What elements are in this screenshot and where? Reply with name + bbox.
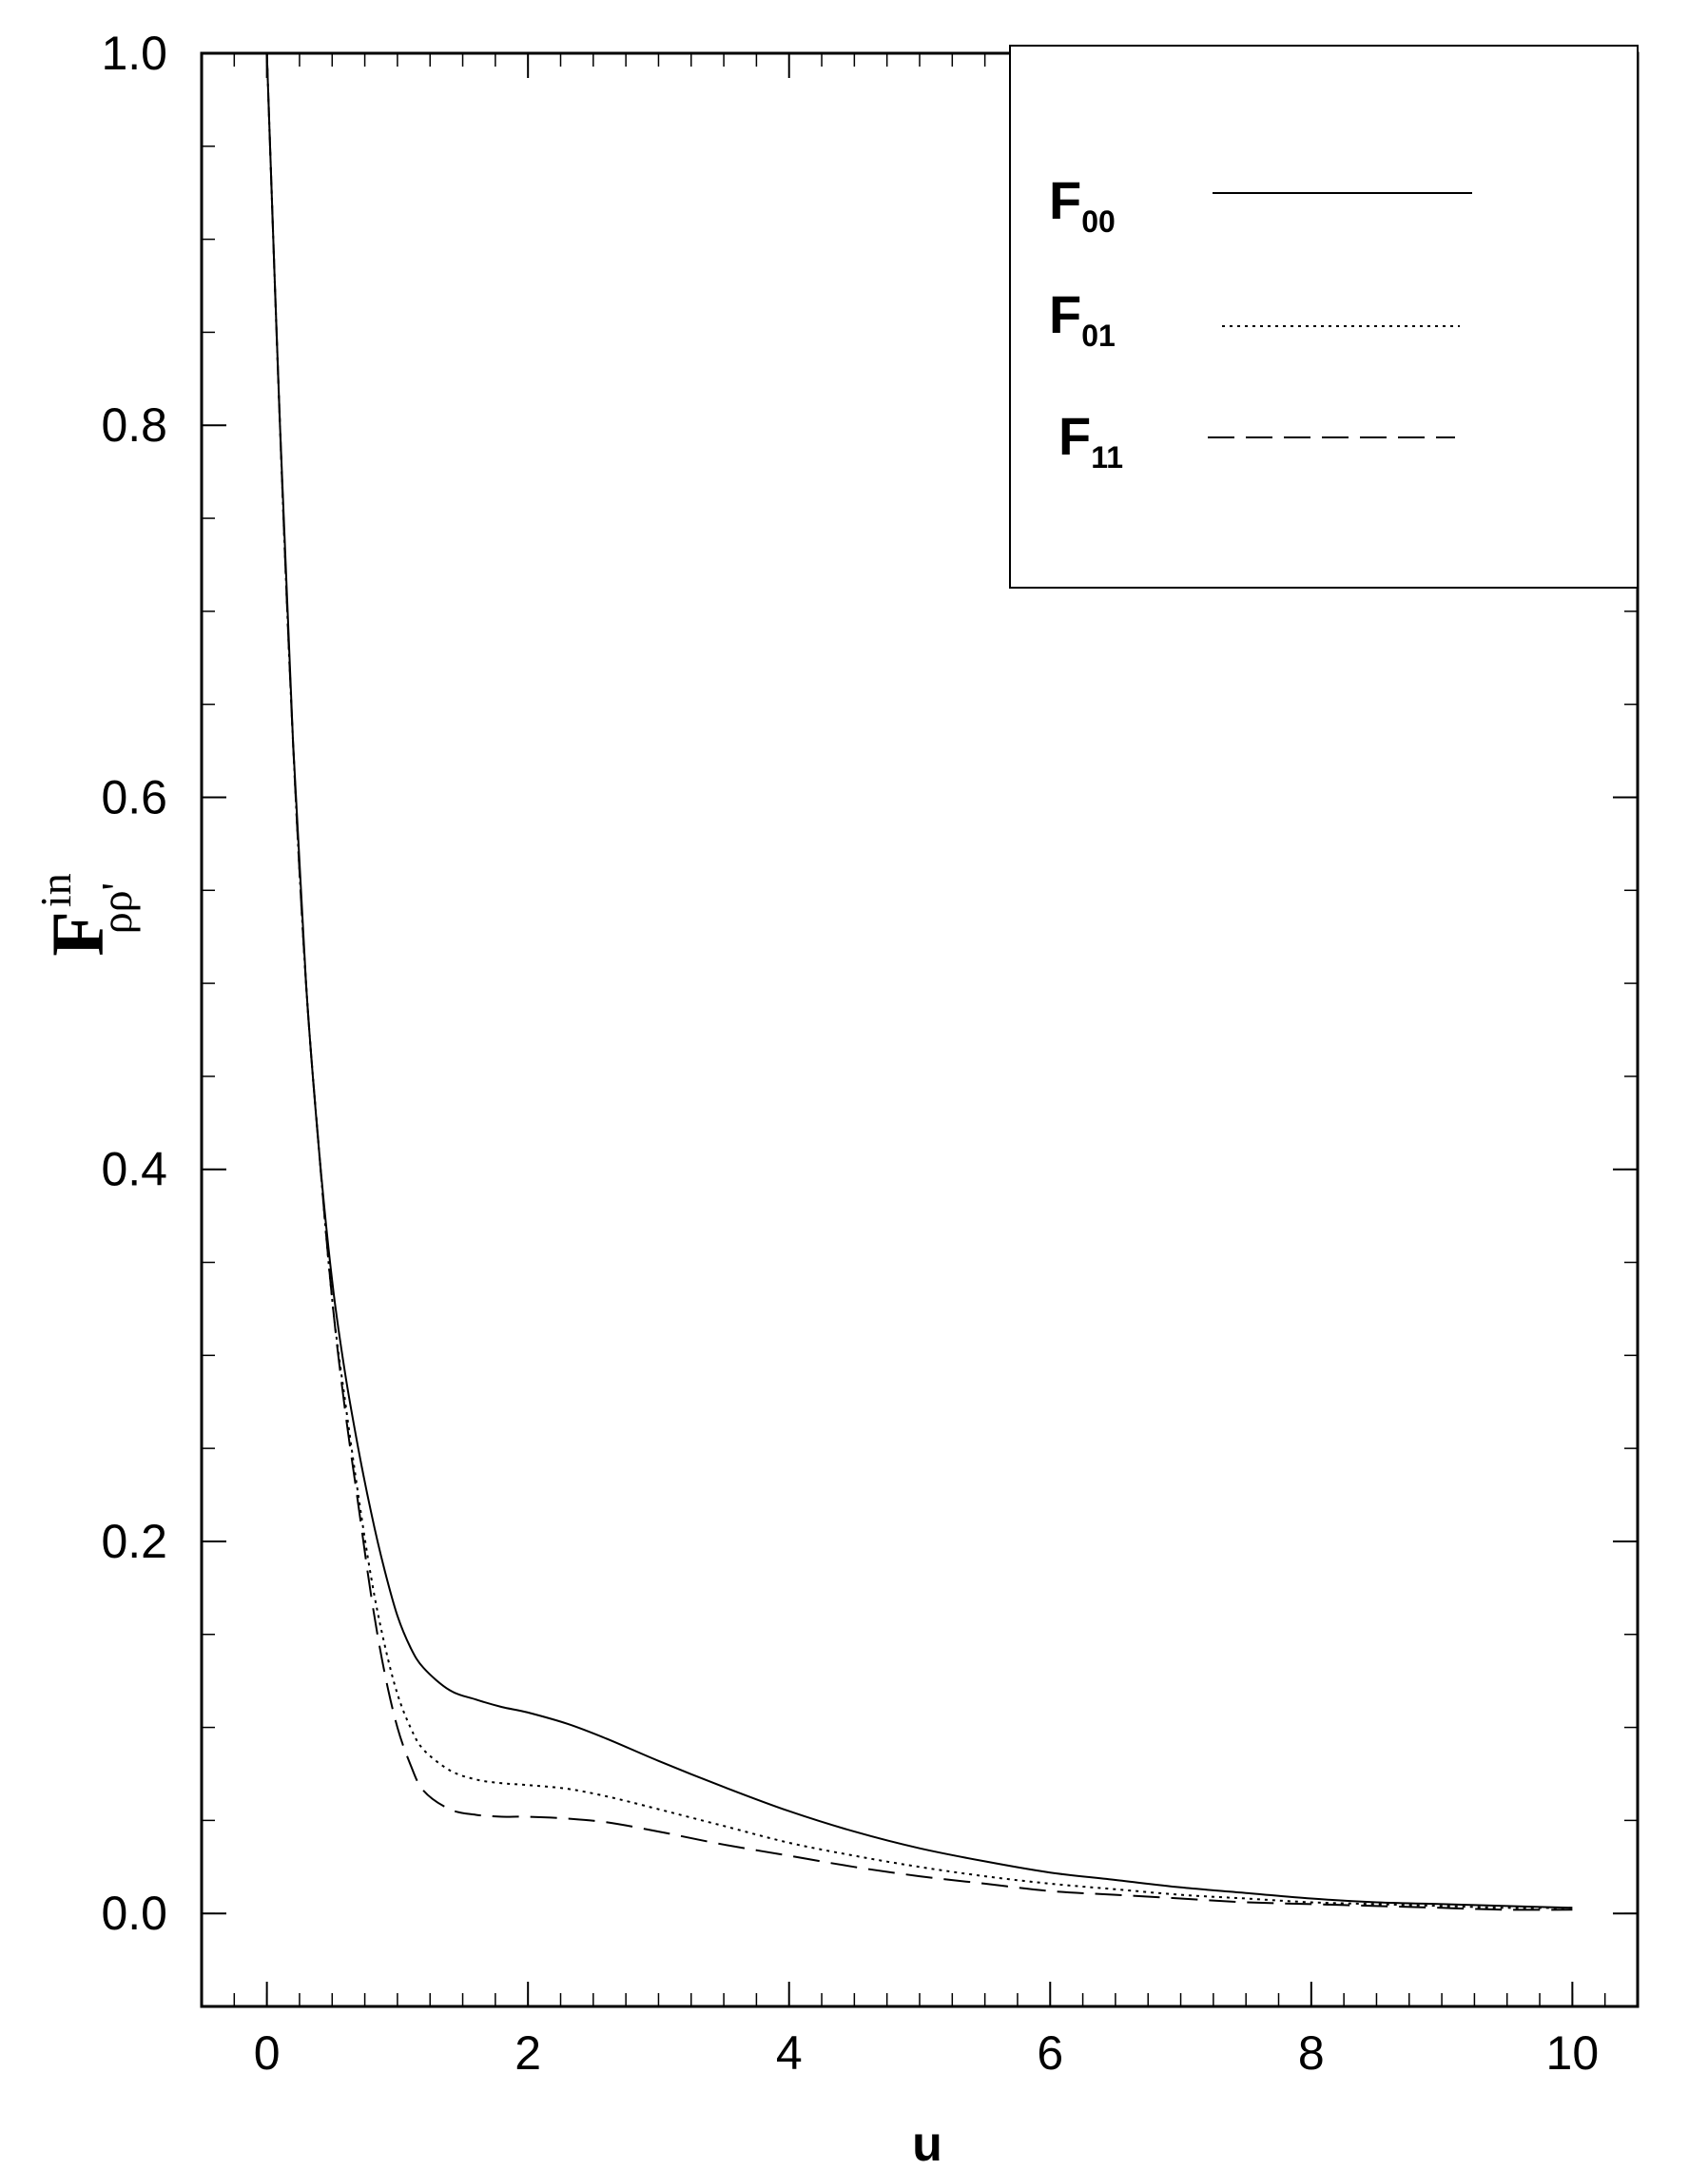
series-layer xyxy=(265,52,1573,1911)
x-tick-label: 10 xyxy=(1546,2026,1600,2080)
legend-item-F00: F00 xyxy=(1049,170,1472,239)
y-tick-label: 0.4 xyxy=(101,1143,167,1196)
y-axis-title-main: F xyxy=(36,911,119,957)
y-axis-title-superscript: in xyxy=(31,873,80,907)
x-tick-label: 4 xyxy=(776,2026,803,2080)
tick-labels: 0 2 4 6 8 10 0.0 0.2 0.4 0.6 0.8 1.0 xyxy=(101,27,1599,2080)
x-tick-label: 2 xyxy=(514,2026,541,2080)
y-axis-title: F in ρρ' xyxy=(31,869,141,956)
series-line-F00 xyxy=(265,52,1573,1909)
legend-box xyxy=(1009,45,1639,589)
legend-label: F00 xyxy=(1049,170,1116,239)
y-tick-label: 0.2 xyxy=(101,1515,167,1568)
y-tick-label: 0.0 xyxy=(101,1887,167,1940)
legend-label: F01 xyxy=(1049,284,1116,353)
y-tick-label: 0.8 xyxy=(101,398,167,452)
svg-text:F in ρρ': F in ρρ' xyxy=(31,869,141,956)
y-tick-label: 1.0 xyxy=(101,27,167,80)
legend-label: F11 xyxy=(1058,406,1123,475)
x-tick-label: 6 xyxy=(1037,2026,1063,2080)
legend-item-F01: F01 xyxy=(1049,284,1460,353)
y-tick-label: 0.6 xyxy=(101,770,167,823)
series-line-F11 xyxy=(265,52,1573,1911)
y-axis-title-subscript: ρρ' xyxy=(92,882,141,934)
x-tick-label: 0 xyxy=(254,2026,281,2080)
legend: F00 F01 F11 xyxy=(1009,45,1639,589)
legend-item-F11: F11 xyxy=(1058,406,1455,475)
x-axis-title: u xyxy=(912,2117,942,2170)
x-tick-label: 8 xyxy=(1298,2026,1325,2080)
